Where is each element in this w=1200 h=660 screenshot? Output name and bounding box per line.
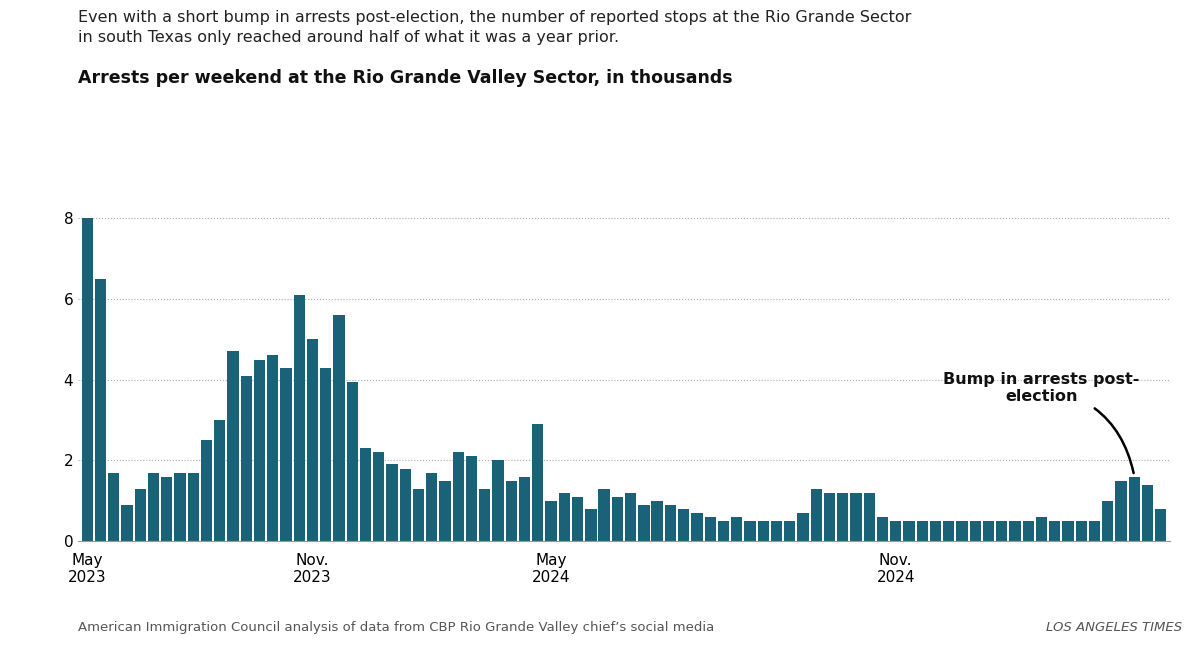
Bar: [505, 480, 517, 541]
Bar: [492, 461, 504, 541]
Bar: [307, 339, 318, 541]
Bar: [1022, 521, 1034, 541]
Bar: [1009, 521, 1020, 541]
Bar: [1128, 477, 1140, 541]
Bar: [996, 521, 1007, 541]
Bar: [413, 488, 425, 541]
Bar: [678, 509, 689, 541]
Bar: [334, 315, 344, 541]
Bar: [347, 381, 358, 541]
Bar: [970, 521, 980, 541]
Bar: [983, 521, 994, 541]
Bar: [281, 368, 292, 541]
Bar: [1142, 484, 1153, 541]
Bar: [134, 488, 146, 541]
Bar: [851, 493, 862, 541]
Text: American Immigration Council analysis of data from CBP Rio Grande Valley chief’s: American Immigration Council analysis of…: [78, 620, 714, 634]
Text: LOS ANGELES TIMES: LOS ANGELES TIMES: [1046, 620, 1182, 634]
Bar: [452, 452, 464, 541]
Bar: [572, 497, 583, 541]
Bar: [838, 493, 848, 541]
Bar: [930, 521, 941, 541]
Bar: [638, 505, 649, 541]
Bar: [917, 521, 928, 541]
Bar: [704, 517, 715, 541]
Bar: [691, 513, 702, 541]
Bar: [95, 279, 106, 541]
Bar: [121, 505, 133, 541]
Text: Even with a short bump in arrests post-election, the number of reported stops at: Even with a short bump in arrests post-e…: [78, 10, 911, 25]
Bar: [241, 376, 252, 541]
Bar: [294, 295, 305, 541]
Bar: [1036, 517, 1048, 541]
Bar: [268, 356, 278, 541]
Bar: [1102, 501, 1114, 541]
Bar: [770, 521, 782, 541]
Bar: [466, 457, 478, 541]
Bar: [797, 513, 809, 541]
Bar: [546, 501, 557, 541]
Bar: [1088, 521, 1100, 541]
Bar: [757, 521, 769, 541]
Bar: [386, 465, 397, 541]
Bar: [652, 501, 662, 541]
Bar: [174, 473, 186, 541]
Bar: [864, 493, 875, 541]
Bar: [148, 473, 160, 541]
Bar: [373, 452, 384, 541]
Bar: [731, 517, 743, 541]
Bar: [956, 521, 967, 541]
Text: Bump in arrests post-
election: Bump in arrests post- election: [943, 372, 1140, 473]
Bar: [559, 493, 570, 541]
Bar: [1062, 521, 1074, 541]
Bar: [228, 351, 239, 541]
Bar: [108, 473, 120, 541]
Bar: [360, 448, 371, 541]
Bar: [1156, 509, 1166, 541]
Bar: [823, 493, 835, 541]
Bar: [586, 509, 596, 541]
Bar: [625, 493, 636, 541]
Bar: [904, 521, 914, 541]
Bar: [744, 521, 756, 541]
Bar: [533, 424, 544, 541]
Bar: [810, 488, 822, 541]
Bar: [1075, 521, 1087, 541]
Bar: [426, 473, 438, 541]
Bar: [599, 488, 610, 541]
Bar: [200, 440, 212, 541]
Bar: [518, 477, 530, 541]
Bar: [1049, 521, 1061, 541]
Bar: [718, 521, 730, 541]
Text: Arrests per weekend at the Rio Grande Valley Sector, in thousands: Arrests per weekend at the Rio Grande Va…: [78, 69, 733, 87]
Bar: [161, 477, 173, 541]
Bar: [214, 420, 226, 541]
Bar: [479, 488, 491, 541]
Bar: [439, 480, 451, 541]
Bar: [665, 505, 676, 541]
Bar: [187, 473, 199, 541]
Bar: [82, 218, 92, 541]
Bar: [612, 497, 623, 541]
Bar: [943, 521, 954, 541]
Bar: [784, 521, 796, 541]
Bar: [320, 368, 331, 541]
Bar: [254, 360, 265, 541]
Bar: [890, 521, 901, 541]
Text: in south Texas only reached around half of what it was a year prior.: in south Texas only reached around half …: [78, 30, 619, 45]
Bar: [400, 469, 410, 541]
Bar: [1115, 480, 1127, 541]
Bar: [877, 517, 888, 541]
